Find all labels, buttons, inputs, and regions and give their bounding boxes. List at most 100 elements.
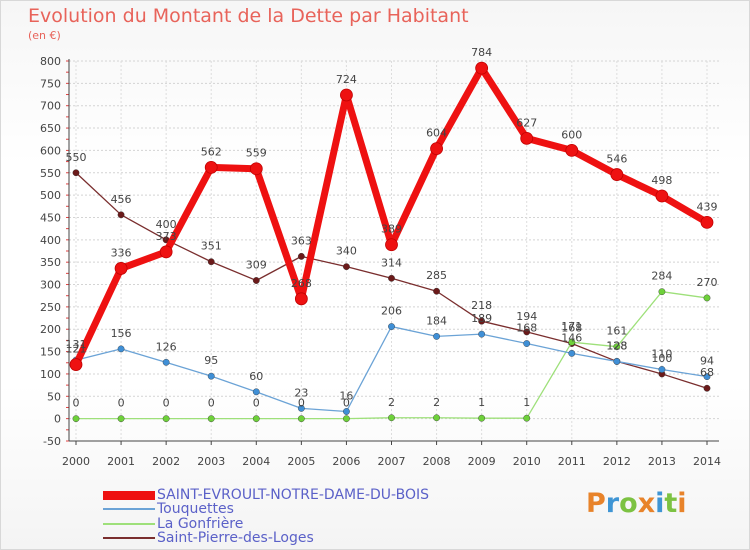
x-tick-label: 2012 (603, 455, 631, 468)
y-tick-label: 600 (40, 144, 61, 157)
data-point (297, 404, 305, 412)
x-tick-label: 2008 (423, 455, 451, 468)
data-point (703, 384, 711, 392)
y-tick-label: 700 (40, 100, 61, 113)
data-point (523, 340, 531, 347)
data-point (162, 358, 170, 366)
y-tick-label: 350 (40, 256, 61, 269)
data-label: 189 (471, 312, 492, 325)
data-label: 351 (201, 240, 222, 253)
data-point (117, 415, 125, 423)
y-tick-label: 100 (40, 368, 61, 381)
x-tick-label: 2004 (242, 455, 270, 468)
x-tick-label: 2002 (152, 455, 180, 468)
data-label: 562 (201, 145, 222, 158)
data-point (207, 372, 215, 380)
data-point (658, 366, 666, 373)
data-label: 600 (561, 128, 582, 141)
proxiti-logo: Proxiti (586, 488, 687, 519)
legend-swatch (103, 508, 155, 510)
data-label: 60 (249, 370, 263, 383)
y-tick-label: 650 (40, 122, 61, 135)
legend-swatch (103, 490, 155, 500)
x-tick-label: 2001 (107, 455, 135, 468)
data-point (613, 358, 621, 365)
data-point (658, 288, 666, 296)
data-label: 128 (606, 339, 627, 352)
data-point (249, 162, 263, 176)
data-point (478, 330, 486, 338)
data-label: 156 (111, 327, 132, 340)
legend-label: SAINT-EVROULT-NOTRE-DAME-DU-BOIS (157, 487, 429, 503)
data-point (297, 415, 305, 423)
legend-swatch (103, 523, 155, 525)
y-tick-label: 750 (40, 77, 61, 90)
data-label: 161 (606, 325, 627, 338)
legend-label: Touquettes (157, 501, 234, 517)
data-point (388, 323, 395, 330)
chart-unit-label: (en €) (28, 29, 61, 42)
data-label: 309 (246, 259, 267, 272)
data-label: 218 (471, 299, 492, 312)
data-label: 0 (208, 397, 215, 410)
data-point (117, 345, 125, 353)
data-label: 126 (156, 340, 177, 353)
data-point (69, 358, 83, 371)
logo-letter: t (664, 488, 678, 519)
data-label: 604 (426, 127, 447, 140)
y-tick-label: 250 (40, 301, 61, 314)
data-label: 340 (336, 245, 357, 258)
data-label: 389 (381, 223, 402, 236)
data-label: 0 (73, 397, 80, 410)
data-point (433, 332, 440, 340)
data-point (433, 287, 440, 295)
data-label: 627 (516, 116, 537, 129)
data-point (117, 211, 125, 219)
data-label: 363 (291, 234, 312, 247)
data-label: 168 (561, 322, 582, 335)
data-label: 184 (426, 314, 447, 327)
data-label: 16 (339, 389, 353, 402)
data-point (385, 238, 398, 252)
legend-swatch (103, 537, 155, 539)
data-point (523, 328, 531, 336)
data-label: 1 (523, 396, 530, 409)
data-point (568, 349, 576, 357)
data-point (523, 414, 531, 422)
series-line-0 (72, 64, 711, 369)
logo-letter: o (619, 488, 638, 519)
data-point (207, 258, 215, 266)
logo-letter: i (677, 488, 687, 519)
data-label: 95 (204, 354, 218, 367)
data-label: 0 (298, 397, 305, 410)
data-label: 400 (156, 218, 177, 231)
data-label: 100 (651, 352, 672, 365)
data-point (655, 189, 669, 203)
data-point (162, 415, 170, 423)
data-point (700, 215, 714, 229)
data-point (343, 263, 350, 271)
data-label: 285 (426, 269, 447, 282)
data-label: 559 (246, 147, 267, 160)
data-label: 373 (156, 230, 177, 243)
data-label: 284 (651, 270, 672, 283)
data-label: 206 (381, 305, 402, 318)
data-point (478, 414, 486, 422)
data-label: 121 (66, 343, 87, 356)
x-tick-label: 2010 (513, 455, 541, 468)
data-label: 128 (606, 339, 627, 352)
x-tick-label: 2000 (62, 455, 90, 468)
data-label: 23 (294, 386, 308, 399)
data-label: 314 (381, 256, 402, 269)
data-point (565, 144, 579, 157)
x-tick-label: 2011 (558, 455, 586, 468)
data-label: 724 (336, 73, 357, 86)
data-point (252, 388, 260, 396)
data-label: 2 (388, 396, 395, 409)
x-tick-label: 2013 (648, 455, 676, 468)
x-tick-label: 2014 (693, 455, 721, 468)
data-label: 0 (253, 397, 260, 410)
y-tick-label: 200 (40, 323, 61, 336)
x-tick-label: 2003 (197, 455, 225, 468)
